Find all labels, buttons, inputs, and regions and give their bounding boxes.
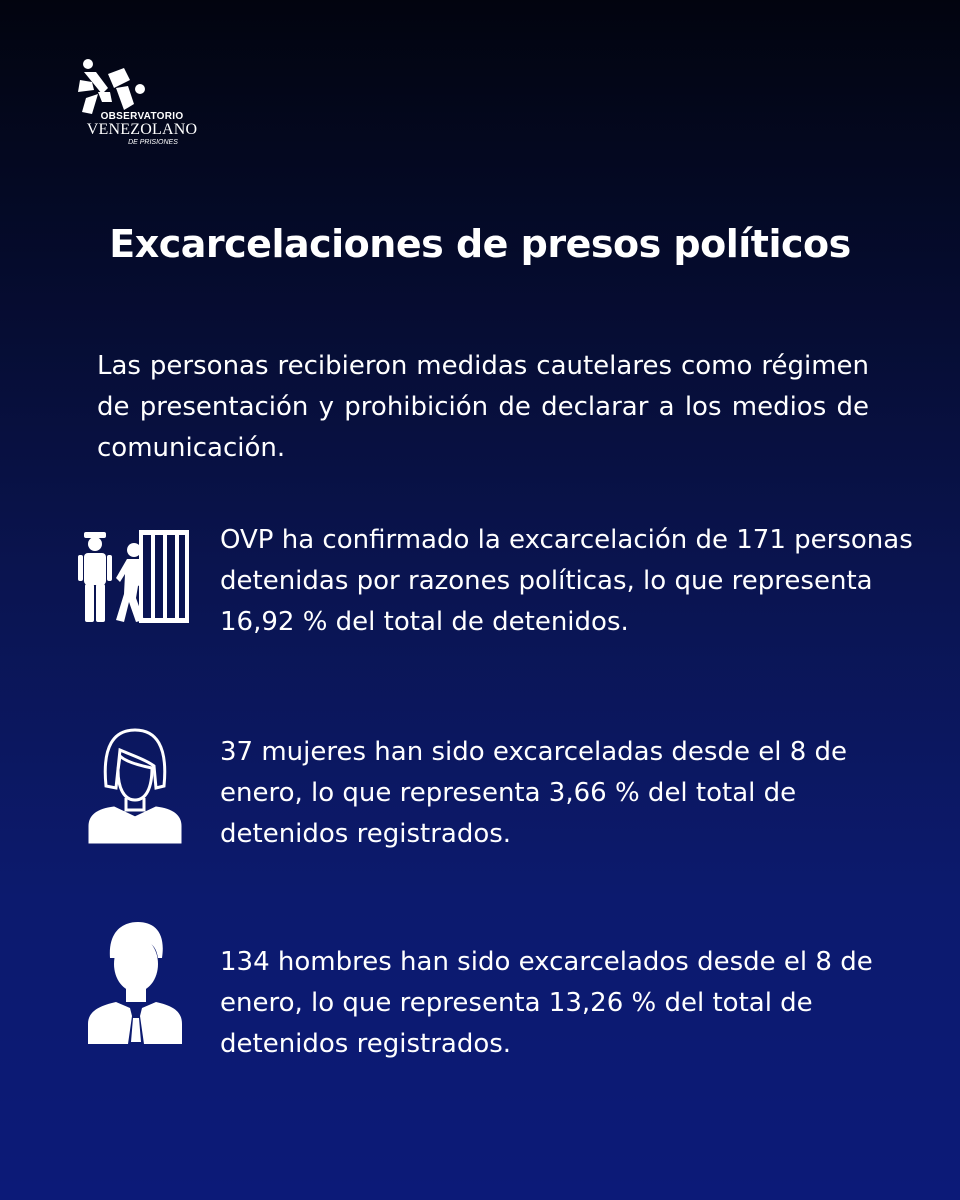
ovp-logo: OBSERVATORIO VENEZOLANO DE PRISIONES: [68, 58, 198, 158]
intro-paragraph: Las personas recibieron medidas cautelar…: [97, 351, 869, 463]
logo-line-1: OBSERVATORIO: [100, 111, 184, 122]
logo-line-3: DE PRISIONES: [128, 139, 178, 146]
prisoner-release-icon: [78, 530, 189, 623]
ovp-logo-icon: [78, 59, 145, 114]
man-icon: [88, 922, 182, 1044]
woman-icon: [88, 728, 182, 844]
stat-text-women: 37 mujeres han sido excarceladas desde e…: [220, 737, 848, 849]
stat-text-total: OVP ha confirmado la excarcelación de 17…: [220, 525, 913, 637]
logo-line-2: VENEZOLANO: [86, 121, 198, 138]
page-title: Excarcelaciones de presos políticos: [109, 222, 851, 266]
stat-text-men: 134 hombres han sido excarcelados desde …: [220, 947, 873, 1059]
